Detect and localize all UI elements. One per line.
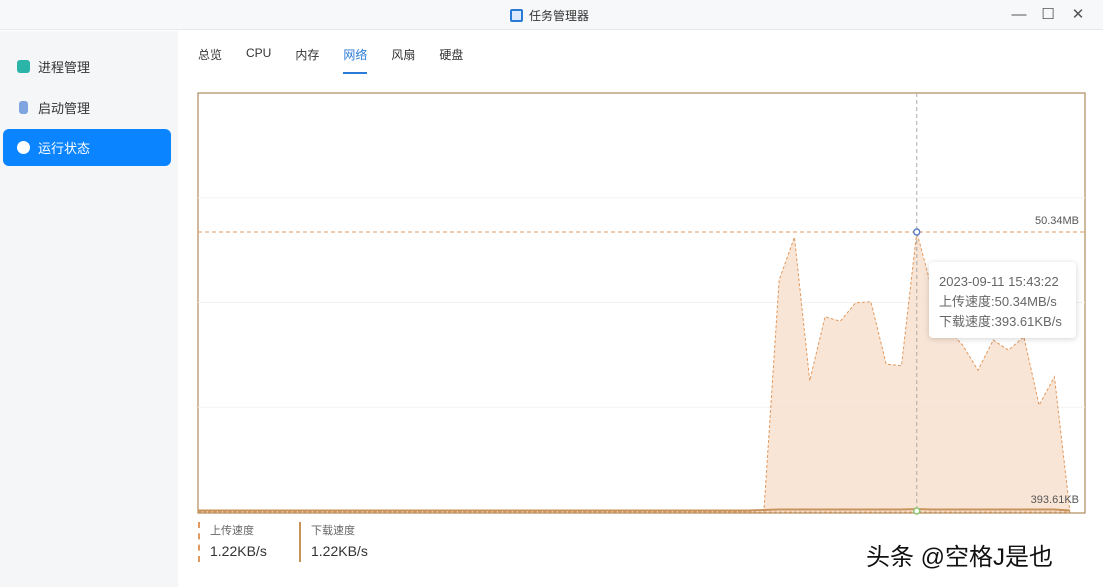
watermark: 头条 @空格J是也 bbox=[866, 544, 1054, 571]
gauge-icon bbox=[17, 141, 30, 154]
tab-network[interactable]: 网络 bbox=[343, 46, 368, 74]
title-bar: 任务管理器 — ☐ ✕ bbox=[0, 0, 1103, 30]
chart-tooltip: 2023-09-11 15:43:22 上传速度:50.34MB/s 下载速度:… bbox=[929, 262, 1076, 338]
minimize-button[interactable]: — bbox=[1011, 6, 1027, 23]
hover-point-download bbox=[913, 507, 921, 515]
tooltip-time: 2023-09-11 15:43:22 bbox=[939, 274, 1059, 289]
legend-download[interactable]: 下载速度 1.22KB/s bbox=[299, 522, 368, 562]
tab-fan[interactable]: 风扇 bbox=[391, 48, 416, 62]
tab-memory[interactable]: 内存 bbox=[295, 48, 320, 62]
startup-icon bbox=[19, 101, 28, 114]
legend-upload-label: 上传速度 bbox=[210, 525, 254, 537]
sidebar-item-process[interactable]: 进程管理 bbox=[3, 48, 171, 85]
tooltip-download: 下载速度:393.61KB/s bbox=[939, 314, 1062, 329]
window-title: 任务管理器 bbox=[510, 7, 589, 24]
close-button[interactable]: ✕ bbox=[1071, 6, 1085, 23]
tab-overview[interactable]: 总览 bbox=[198, 48, 223, 62]
legend-upload[interactable]: 上传速度 1.22KB/s bbox=[198, 522, 267, 562]
tab-disk[interactable]: 硬盘 bbox=[439, 48, 464, 62]
upload-series-area bbox=[198, 231, 1071, 513]
process-icon bbox=[17, 60, 30, 73]
tab-bar: 总览 CPU 内存 网络 风扇 硬盘 bbox=[198, 46, 487, 74]
app-window-icon bbox=[510, 9, 523, 22]
download-series-line bbox=[198, 508, 1070, 512]
legend-upload-value: 1.22KB/s bbox=[210, 543, 267, 559]
sidebar-item-startup[interactable]: 启动管理 bbox=[3, 89, 171, 126]
tooltip-upload: 上传速度:50.34MB/s bbox=[939, 294, 1057, 309]
legend-download-value: 1.22KB/s bbox=[311, 543, 368, 559]
hover-point-upload bbox=[913, 228, 921, 236]
maximize-button[interactable]: ☐ bbox=[1041, 6, 1055, 23]
sidebar-item-status[interactable]: 运行状态 bbox=[3, 129, 171, 166]
tab-cpu[interactable]: CPU bbox=[246, 46, 272, 60]
legend-download-label: 下载速度 bbox=[311, 525, 355, 537]
min-value-label: 393.61KB bbox=[1031, 494, 1079, 506]
max-value-label: 50.34MB bbox=[1035, 215, 1079, 227]
sidebar: 进程管理 启动管理 运行状态 bbox=[0, 31, 178, 587]
